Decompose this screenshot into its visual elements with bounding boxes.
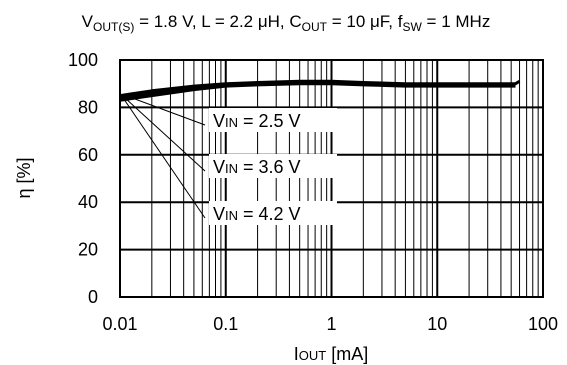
y-tick-label: 60 [78, 145, 98, 165]
series-label: VIN = 2.5 V [213, 111, 301, 131]
series-label-bg [209, 201, 337, 225]
chart-title: VOUT(S) = 1.8 V, L = 2.2 μH, COUT = 10 μ… [82, 12, 491, 34]
y-tick-labels: 0 20 40 60 80 100 [68, 50, 98, 307]
series-leader-line [123, 99, 206, 219]
series-lines [119, 79, 521, 102]
x-tick-label: 1 [326, 314, 336, 334]
y-tick-label: 40 [78, 192, 98, 212]
x-tick-label: 0.1 [213, 314, 238, 334]
x-tick-label: 0.01 [102, 314, 137, 334]
y-tick-label: 0 [88, 287, 98, 307]
y-tick-label: 100 [68, 50, 98, 70]
y-tick-label: 80 [78, 97, 98, 117]
grid [119, 59, 544, 298]
series-label: VIN = 4.2 V [213, 204, 301, 224]
series-leader-line [124, 97, 206, 172]
series-annotations: VIN = 2.5 V VIN = 3.6 V VIN = 4.2 V [123, 94, 337, 225]
series-line [119, 82, 516, 102]
x-tick-label: 100 [528, 314, 558, 334]
y-axis-label: η [%] [14, 157, 34, 198]
y-tick-label: 20 [78, 240, 98, 260]
series-label-bg [209, 154, 337, 178]
series-leader-line [124, 94, 206, 126]
series-label-bg [209, 108, 337, 132]
plot-frame [119, 59, 544, 298]
x-tick-labels: 0.01 0.1 1 10 100 [102, 314, 558, 334]
x-axis-label: IOUT [mA] [294, 344, 368, 364]
series-label: VIN = 3.6 V [213, 157, 301, 177]
x-tick-label: 10 [427, 314, 447, 334]
